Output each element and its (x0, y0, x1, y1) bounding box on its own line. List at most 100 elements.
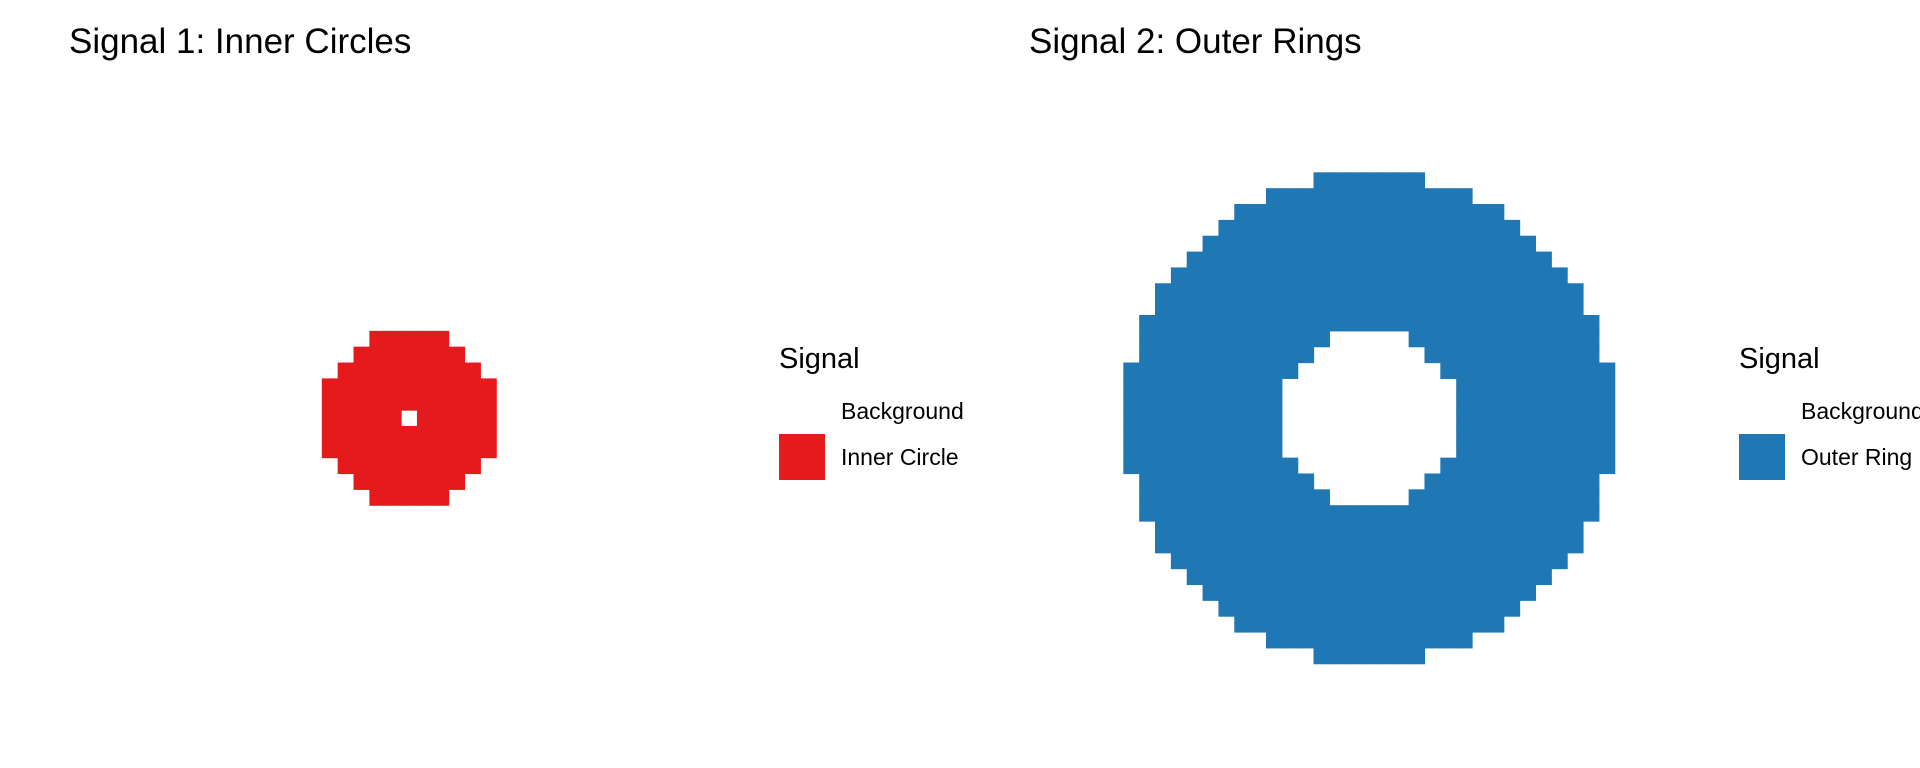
heatmap-cell (1139, 362, 1156, 379)
heatmap-cell (1329, 568, 1346, 586)
heatmap-cell (1551, 457, 1568, 475)
heatmap-cell (448, 441, 466, 459)
heatmap-cell (1503, 314, 1521, 332)
heatmap-cell (1345, 204, 1362, 221)
heatmap-cell (1440, 600, 1457, 617)
chart-title: Signal 1: Inner Circles (69, 22, 412, 61)
heatmap-cell (1218, 235, 1235, 253)
heatmap-cell (1567, 505, 1584, 522)
heatmap-cell (1487, 299, 1505, 316)
heatmap-cell (321, 410, 339, 427)
heatmap-cell (1186, 346, 1204, 364)
heatmap-cell (1408, 188, 1426, 205)
heatmap-cell (1567, 536, 1584, 554)
heatmap-cell (1376, 600, 1394, 617)
heatmap-cell (401, 346, 418, 364)
heatmap-cell (448, 425, 466, 443)
heatmap-cell (1440, 584, 1457, 601)
heatmap-cell (1313, 521, 1330, 538)
heatmap-cell (1440, 330, 1457, 348)
heatmap-cell (1234, 552, 1251, 570)
heatmap-cell (1155, 489, 1172, 506)
legend-item-inner-circle: Inner Circle (779, 434, 979, 480)
heatmap-cell (1186, 362, 1204, 379)
legend-title: Signal (1739, 343, 1820, 375)
heatmap-cell (1234, 425, 1251, 443)
heatmap-cell (1170, 394, 1188, 411)
heatmap-cell (1155, 299, 1172, 316)
heatmap-cell (1456, 425, 1473, 443)
heatmap-cell (1551, 314, 1568, 332)
heatmap-cell (1297, 489, 1315, 506)
heatmap-cell (1186, 441, 1204, 459)
heatmap-cell (1250, 600, 1267, 617)
heatmap-cell (369, 378, 386, 395)
heatmap-cell (1297, 299, 1315, 316)
heatmap-cell (1250, 410, 1267, 427)
heatmap-cell (1202, 251, 1220, 269)
heatmap-cell (1155, 521, 1172, 538)
heatmap-cell (1202, 410, 1220, 427)
heatmap-cell (1472, 378, 1489, 395)
heatmap-cell (1186, 251, 1204, 269)
heatmap-cell (1535, 568, 1552, 586)
heatmap-cell (1250, 299, 1267, 316)
heatmap-cell (1582, 314, 1600, 332)
heatmap-cell (1487, 552, 1505, 570)
heatmap-cell (1250, 204, 1267, 221)
heatmap-cell (1265, 188, 1283, 205)
heatmap-cell (337, 394, 355, 411)
heatmap-cell (1440, 631, 1457, 649)
heatmap-cell (1392, 521, 1410, 538)
heatmap-cell (1202, 505, 1220, 522)
heatmap-cell (1265, 235, 1283, 253)
heatmap-cell (1234, 235, 1251, 253)
heatmap-cell (448, 346, 466, 364)
heatmap-cell (1313, 631, 1330, 649)
heatmap-cell (1202, 314, 1220, 332)
heatmap-cell (1472, 584, 1489, 601)
heatmap-cell (385, 362, 402, 379)
heatmap-cell (1186, 410, 1204, 427)
heatmap-cell (1472, 489, 1489, 506)
heatmap-cell (1123, 362, 1140, 379)
heatmap-cell (1487, 521, 1505, 538)
heatmap-cell (1567, 410, 1584, 427)
heatmap-cell (1297, 473, 1315, 490)
heatmap-cells (321, 330, 497, 506)
heatmap-cell (432, 378, 450, 395)
heatmap-cell (1170, 457, 1188, 475)
heatmap-cell (1234, 362, 1251, 379)
heatmap-cell (1202, 441, 1220, 459)
heatmap-cell (401, 394, 418, 411)
heatmap-cell (1155, 410, 1172, 427)
heatmap-cell (1472, 219, 1489, 237)
heatmap-cell (1265, 330, 1283, 348)
heatmap-cell (1487, 600, 1505, 617)
heatmap-cell (416, 425, 434, 443)
heatmap-cell (1472, 283, 1489, 300)
heatmap-cell (1440, 346, 1457, 364)
heatmap-cell (1218, 346, 1235, 364)
heatmap-cell (1519, 552, 1537, 570)
heatmap-cell (1186, 425, 1204, 443)
heatmap-cell (1487, 489, 1505, 506)
heatmap-cell (1376, 552, 1394, 570)
heatmap-cell (1551, 330, 1568, 348)
heatmap-cell (1472, 299, 1489, 316)
heatmap-cell (1392, 188, 1410, 205)
heatmap-cell (1456, 219, 1473, 237)
heatmap-cell (1408, 584, 1426, 601)
heatmap-cell (1361, 219, 1378, 237)
heatmap-cell (1139, 473, 1156, 490)
heatmap-cell (353, 346, 370, 364)
heatmap-cell (1440, 188, 1457, 205)
heatmap-cell (1345, 631, 1362, 649)
heatmap-cell (1519, 362, 1537, 379)
heatmap-cell (401, 378, 418, 395)
heatmap-cell (1281, 521, 1299, 538)
heatmap-cell (1202, 378, 1220, 395)
heatmap-cell (353, 425, 370, 443)
heatmap-cell (1392, 631, 1410, 649)
heatmap-cell (1297, 219, 1315, 237)
